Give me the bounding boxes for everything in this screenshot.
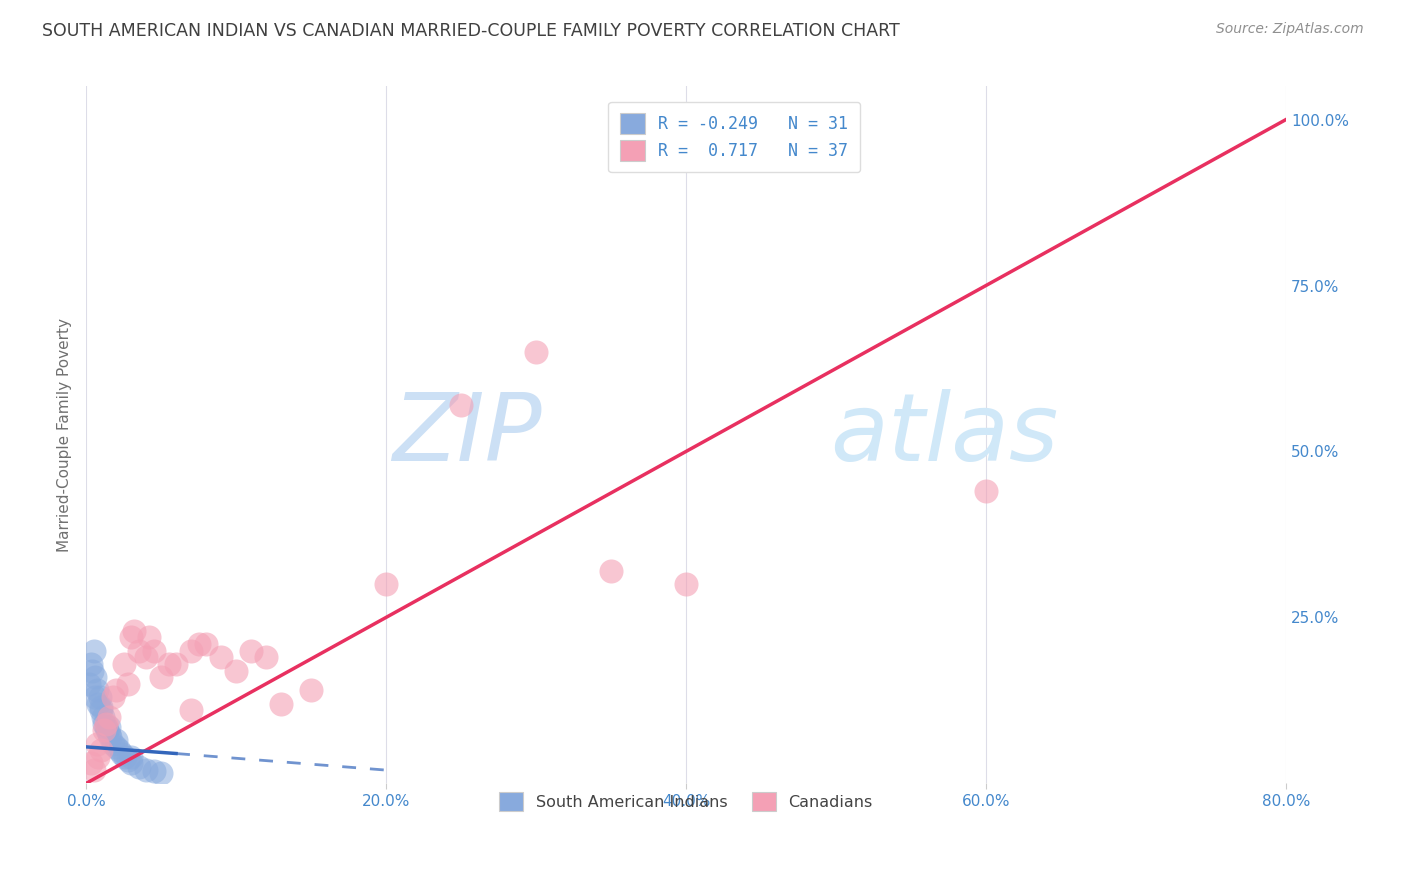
Point (114, 749, 136, 764)
Point (135, 650, 157, 665)
Point (93, 716, 115, 731)
Point (117, 753, 139, 767)
Point (117, 677, 139, 691)
Point (105, 683, 128, 698)
Point (101, 737, 124, 751)
Legend: South American Indians, Canadians: South American Indians, Canadians (486, 779, 886, 824)
Point (90, 743, 112, 757)
Point (450, 398, 472, 412)
Point (84, 670, 107, 684)
Point (157, 657, 180, 671)
Point (165, 657, 187, 671)
Point (299, 683, 322, 698)
Point (86, 683, 108, 698)
Point (77, 677, 100, 691)
Point (254, 650, 277, 665)
Point (138, 631, 160, 645)
Point (105, 733, 128, 747)
Point (270, 697, 292, 711)
Point (187, 637, 209, 651)
Point (94, 720, 117, 734)
Point (120, 756, 142, 771)
Point (83, 643, 105, 657)
Point (142, 643, 165, 657)
Point (111, 747, 134, 761)
Point (150, 766, 173, 780)
Point (600, 564, 623, 578)
Text: SOUTH AMERICAN INDIAN VS CANADIAN MARRIED-COUPLE FAMILY POVERTY CORRELATION CHAR: SOUTH AMERICAN INDIAN VS CANADIAN MARRIE… (42, 22, 900, 40)
Point (101, 690, 124, 704)
Point (89, 690, 111, 704)
Point (524, 345, 547, 359)
Point (98, 730, 121, 744)
Point (93, 723, 115, 738)
Point (225, 664, 247, 678)
Point (86, 737, 108, 751)
Point (80, 664, 103, 678)
Point (97, 726, 120, 740)
Point (79, 756, 101, 771)
Point (128, 760, 150, 774)
Point (79, 657, 101, 671)
Point (91, 710, 114, 724)
Y-axis label: Married-Couple Family Poverty: Married-Couple Family Poverty (58, 318, 72, 552)
Point (105, 739, 128, 754)
Text: atlas: atlas (830, 390, 1059, 481)
Point (83, 763, 105, 777)
Point (209, 650, 232, 665)
Point (120, 631, 142, 645)
Point (87, 697, 110, 711)
Point (120, 749, 142, 764)
Point (90, 703, 112, 717)
Point (94, 716, 117, 731)
Text: Source: ZipAtlas.com: Source: ZipAtlas.com (1216, 22, 1364, 37)
Point (122, 624, 145, 638)
Point (112, 657, 135, 671)
Point (97, 710, 120, 724)
Point (84, 690, 107, 704)
Point (150, 670, 173, 684)
Point (87, 749, 110, 764)
Text: ZIP: ZIP (392, 390, 543, 481)
Point (675, 577, 697, 591)
Point (180, 703, 202, 717)
Point (240, 643, 263, 657)
Point (90, 700, 112, 714)
Point (142, 764, 165, 779)
Point (974, 484, 997, 499)
Point (108, 743, 131, 757)
Point (96, 723, 118, 738)
Point (180, 643, 202, 657)
Point (135, 763, 157, 777)
Point (195, 637, 218, 651)
Point (375, 577, 398, 591)
Point (128, 643, 150, 657)
Point (97, 720, 120, 734)
